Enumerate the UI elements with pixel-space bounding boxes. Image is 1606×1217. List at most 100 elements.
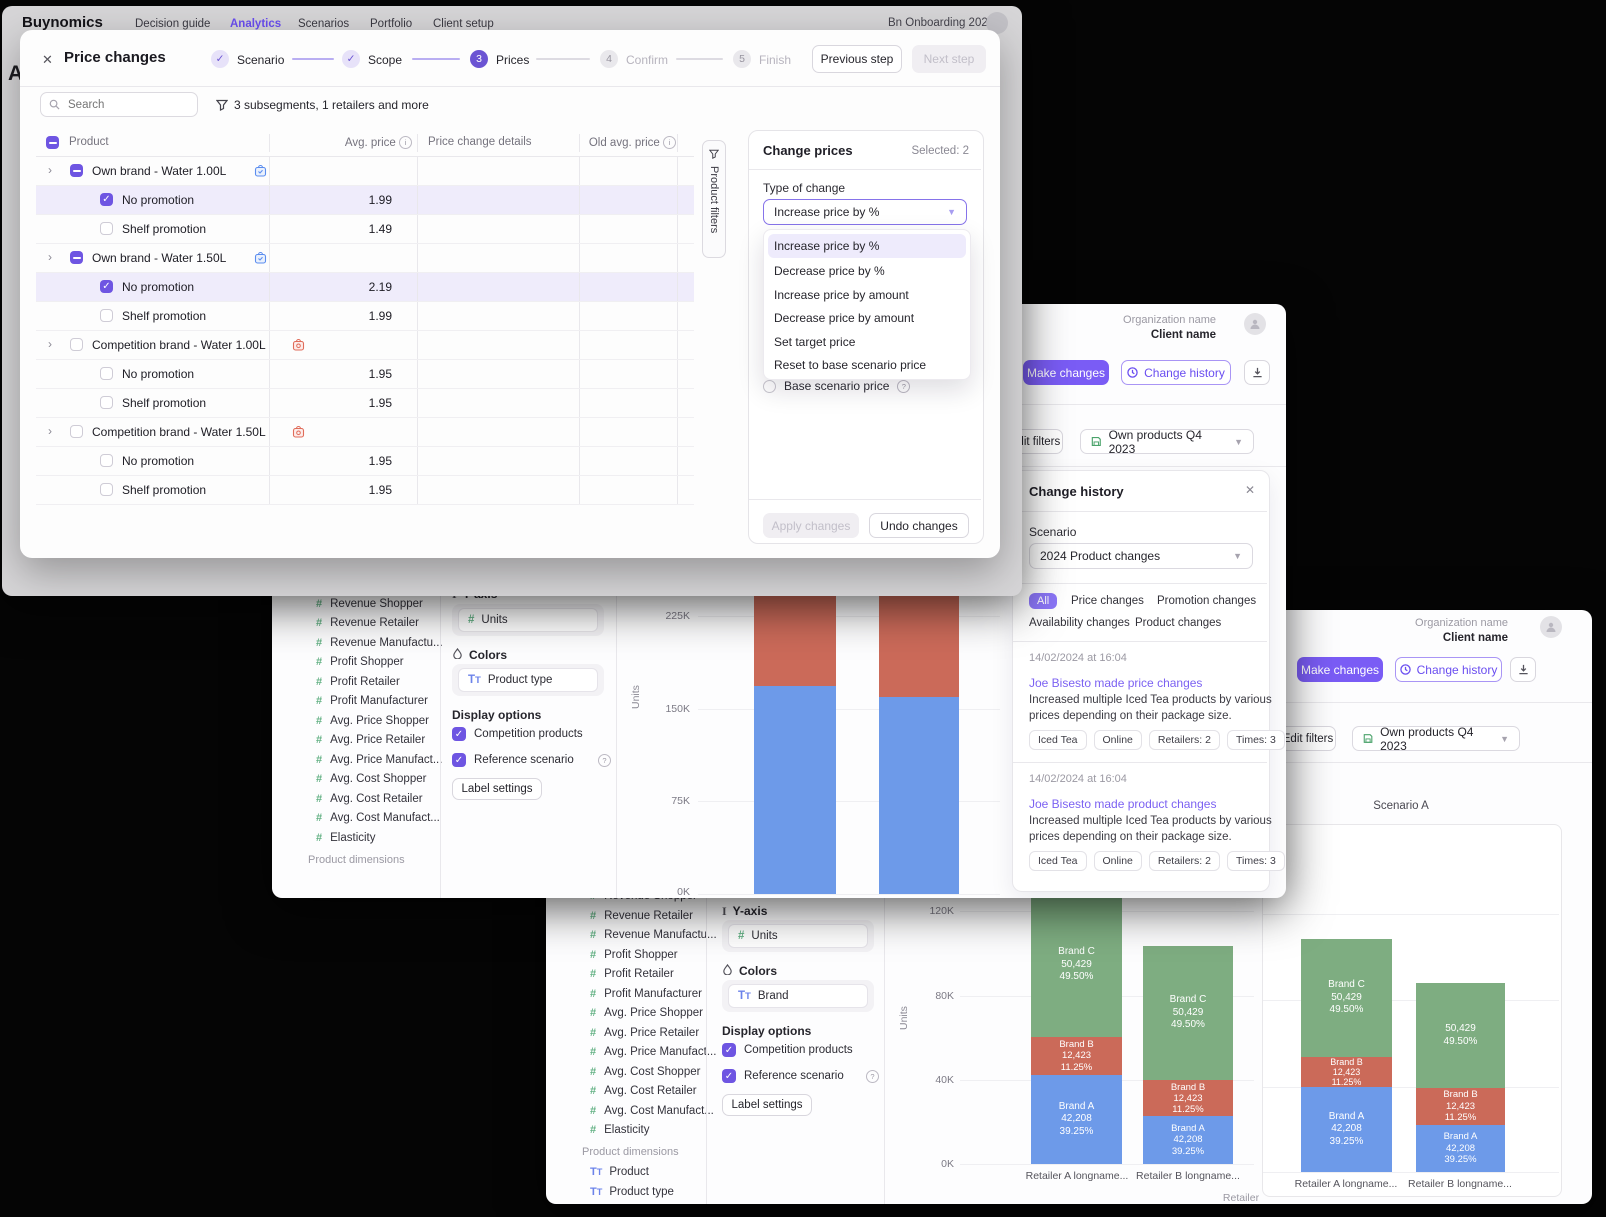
segment-brand-a[interactable]: Brand A 42,208 39.25% — [1143, 1116, 1233, 1164]
filter-chip-price-changes[interactable]: Price changes — [1071, 595, 1144, 607]
bar-2[interactable] — [879, 592, 959, 894]
history-scenario-select[interactable]: 2024 Product changes ▼ — [1029, 543, 1253, 569]
search-field[interactable] — [40, 92, 198, 117]
segment-brand-b[interactable]: Brand B 12,423 11.25% — [1416, 1088, 1505, 1125]
bar-retailer-a[interactable]: Brand C 50,429 49.50% Brand B 12,423 11.25% … — [1031, 893, 1122, 1164]
info-icon[interactable]: i — [399, 136, 412, 149]
filter-chip-product-changes[interactable]: Product changes — [1135, 617, 1222, 629]
nav-item-client-setup[interactable]: Client setup — [433, 18, 494, 30]
colors-field[interactable]: TT Brand — [728, 984, 868, 1008]
next-step-button[interactable]: Next step — [912, 45, 986, 73]
sidebar-item-metric[interactable]: # Elasticity — [590, 1124, 650, 1136]
row-checkbox[interactable] — [100, 454, 113, 467]
change-history-button[interactable]: Change history — [1395, 657, 1502, 682]
sidebar-item-metric[interactable]: # Avg. Price Retailer — [316, 734, 425, 746]
select-all-checkbox[interactable] — [46, 136, 59, 149]
menu-item-increase-amount[interactable]: Increase price by amount — [774, 287, 909, 302]
nav-item-decision-guide[interactable]: Decision guide — [135, 18, 211, 30]
table-row-group[interactable]: › Competition brand - Water 1.50L — [36, 418, 694, 447]
help-icon[interactable]: ? — [598, 754, 611, 767]
segment-top[interactable] — [754, 592, 836, 686]
expander-chevron-icon[interactable]: › — [48, 337, 52, 351]
entry-title-link[interactable]: Joe Bisesto made product changes — [1029, 797, 1217, 811]
row-checkbox[interactable] — [70, 251, 83, 264]
sidebar-item-dimension[interactable]: TT Product — [590, 1166, 649, 1178]
sidebar-item-metric[interactable]: # Avg. Price Shopper — [590, 1007, 703, 1019]
sidebar-item-metric[interactable]: # Avg. Price Shopper — [316, 715, 429, 727]
table-row-child[interactable]: Shelf promotion 1.49 — [36, 215, 694, 244]
competition-products-checkbox[interactable]: ✓ — [452, 727, 466, 741]
competition-products-checkbox[interactable]: ✓ — [722, 1043, 736, 1057]
previous-step-button[interactable]: Previous step — [812, 45, 902, 73]
scenario-select[interactable]: Own products Q4 2023 ▼ — [1080, 428, 1254, 456]
product-filters-tab[interactable]: Product filters — [702, 140, 726, 258]
nav-item-scenarios[interactable]: Scenarios — [298, 18, 350, 30]
row-checkbox[interactable]: ✓ — [100, 280, 113, 293]
step-scope-label[interactable]: Scope — [368, 53, 403, 67]
row-checkbox[interactable] — [100, 483, 113, 496]
sidebar-item-metric[interactable]: # Revenue Shopper — [316, 598, 423, 610]
column-header-avg-price[interactable]: Avg. price i — [304, 136, 412, 149]
sidebar-item-metric[interactable]: # Avg. Cost Shopper — [316, 773, 426, 785]
row-checkbox[interactable] — [100, 396, 113, 409]
y-axis-field[interactable]: # Units — [458, 608, 598, 632]
sidebar-item-metric[interactable]: # Profit Shopper — [590, 949, 678, 961]
segment-brand-b[interactable]: Brand B 12,423 11.25% — [1301, 1057, 1392, 1087]
sidebar-item-metric[interactable]: # Avg. Cost Shopper — [590, 1066, 700, 1078]
segment-brand-c[interactable]: 50,429 49.50% — [1416, 983, 1505, 1088]
menu-item-increase-pct[interactable]: Increase price by % — [768, 234, 966, 258]
segment-brand-a[interactable]: Brand A 42,208 39.25% — [1031, 1075, 1122, 1164]
menu-item-reset-base[interactable]: Reset to base scenario price — [774, 358, 927, 373]
make-changes-button[interactable]: Make changes — [1023, 360, 1109, 385]
entry-title-link[interactable]: Joe Bisesto made price changes — [1029, 676, 1203, 690]
expander-chevron-icon[interactable]: › — [48, 424, 52, 438]
table-row-child[interactable]: ✓ No promotion 1.99 — [36, 186, 694, 215]
sidebar-item-metric[interactable]: # Avg. Cost Manufact... — [316, 812, 440, 824]
edit-filters-button[interactable]: Edit filters — [1280, 726, 1336, 751]
segment-brand-c[interactable]: Brand C 50,429 49.50% — [1031, 893, 1122, 1037]
table-row-child[interactable]: No promotion 1.95 — [36, 360, 694, 389]
table-row-child[interactable]: No promotion 1.95 — [36, 447, 694, 476]
sidebar-item-dimension[interactable]: TT Product type — [590, 1186, 674, 1198]
table-row-child[interactable]: Shelf promotion 1.95 — [36, 476, 694, 505]
step-scenario-label[interactable]: Scenario — [237, 53, 285, 67]
close-icon[interactable]: ✕ — [1244, 483, 1255, 497]
table-row-child[interactable]: ✓ No promotion 2.19 — [36, 273, 694, 302]
apply-changes-button[interactable]: Apply changes — [763, 513, 859, 538]
row-checkbox[interactable] — [100, 222, 113, 235]
download-button[interactable] — [1244, 360, 1270, 385]
row-checkbox[interactable] — [100, 309, 113, 322]
reference-scenario-checkbox[interactable]: ✓ — [452, 753, 466, 767]
label-settings-button[interactable]: Label settings — [452, 778, 542, 800]
filter-chip-promotion-changes[interactable]: Promotion changes — [1157, 595, 1257, 607]
sidebar-item-metric[interactable]: # Revenue Retailer — [316, 617, 419, 629]
sidebar-item-metric[interactable]: # Profit Retailer — [590, 968, 674, 980]
segment-brand-c[interactable]: Brand C 50,429 49.50% — [1301, 939, 1392, 1057]
expander-chevron-icon[interactable]: › — [48, 250, 52, 264]
expander-chevron-icon[interactable]: › — [48, 163, 52, 177]
colors-field[interactable]: TT Product type — [458, 668, 598, 692]
table-row-child[interactable]: Shelf promotion 1.95 — [36, 389, 694, 418]
sidebar-item-metric[interactable]: # Profit Manufacturer — [590, 988, 702, 1000]
sidebar-item-metric[interactable]: # Revenue Retailer — [590, 910, 693, 922]
sidebar-item-metric[interactable]: # Avg. Price Manufact... — [316, 754, 442, 766]
filter-summary[interactable]: 3 subsegments, 1 retailers and more — [234, 98, 429, 112]
menu-item-decrease-pct[interactable]: Decrease price by % — [774, 264, 885, 279]
sidebar-item-metric[interactable]: # Avg. Price Retailer — [590, 1027, 699, 1039]
make-changes-button[interactable]: Make changes — [1297, 657, 1383, 682]
avatar[interactable] — [1244, 313, 1266, 335]
segment-brand-b[interactable]: Brand B 12,423 11.25% — [1143, 1080, 1233, 1116]
row-checkbox[interactable] — [100, 367, 113, 380]
column-header-price-change-details[interactable]: Price change details — [428, 136, 532, 148]
bar-1[interactable] — [754, 592, 836, 894]
bar-retailer-b[interactable]: 50,429 49.50% Brand B 12,423 11.25% Brand A… — [1416, 983, 1505, 1172]
filter-chip-availability-changes[interactable]: Availability changes — [1029, 617, 1130, 629]
sidebar-item-metric[interactable]: # Avg. Cost Retailer — [316, 793, 423, 805]
nav-item-analytics[interactable]: Analytics — [230, 18, 282, 30]
base-scenario-radio-row[interactable]: Base scenario price ? — [763, 379, 911, 393]
segment-bottom[interactable] — [879, 697, 959, 894]
undo-changes-button[interactable]: Undo changes — [869, 513, 969, 538]
row-checkbox[interactable]: ✓ — [100, 193, 113, 206]
nav-item-portfolio[interactable]: Portfolio — [370, 18, 413, 30]
sidebar-item-metric[interactable]: # Avg. Cost Retailer — [590, 1085, 697, 1097]
